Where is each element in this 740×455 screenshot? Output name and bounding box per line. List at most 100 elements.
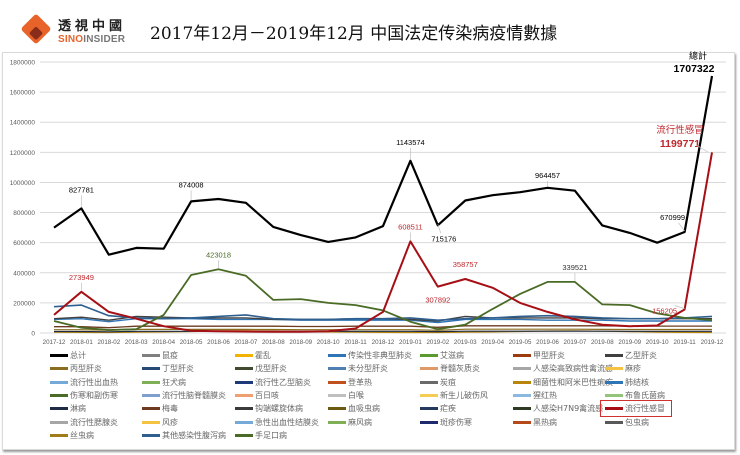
legend-label: 其他感染性腹泻病 [162, 430, 226, 440]
legend-item: 登革热 [328, 376, 372, 389]
legend-label: 麻风病 [348, 417, 372, 427]
legend-item: 斑疹伤寒 [420, 416, 472, 429]
x-axis-ticks: 2017-12 2018-01 2018-02 2018-03 2018-04 2018-… [43, 339, 724, 346]
legend-label: 丝虫病 [70, 430, 94, 440]
legend-label: 血吸虫病 [348, 404, 380, 414]
data-label: 358757 [453, 260, 478, 269]
y-tick-label: 1600000 [10, 90, 36, 97]
legend-label: 白喉 [348, 390, 364, 400]
legend-label: 艾滋病 [440, 351, 464, 360]
legend-swatch-icon [420, 407, 438, 411]
y-tick-label: 0 [31, 331, 35, 338]
legend-label: 登革热 [348, 377, 372, 387]
series-line [54, 328, 712, 331]
legend-swatch-icon [605, 420, 623, 424]
legend-label: 甲型肝炎 [533, 351, 565, 360]
data-label: 273949 [69, 273, 94, 282]
legend-swatch-icon [50, 367, 68, 371]
sinoinsider-logo: 透視中國 SINOINSIDER [20, 13, 132, 49]
legend-swatch-icon [142, 407, 160, 411]
x-tick-label: 2018-04 [152, 339, 175, 346]
x-tick-label: 2018-10 [317, 339, 340, 346]
total-callout-title: 總計 [689, 50, 707, 61]
legend-swatch-icon [513, 420, 531, 424]
legend-label: 斑疹伤寒 [440, 417, 472, 427]
legend-swatch-icon [513, 393, 531, 397]
logo-chinese-text: 透視中國 [58, 19, 127, 34]
legend-swatch-icon [235, 354, 253, 357]
legend-label: 风疹 [162, 417, 178, 427]
legend-label: 麻疹 [625, 364, 641, 374]
legend-item: 脊髓灰质炎 [420, 362, 480, 375]
legend-item: 霍乱 [235, 349, 271, 362]
legend-item: 梅毒 [142, 402, 178, 415]
x-tick-label: 2018-12 [372, 339, 395, 346]
y-tick-label: 1400000 [10, 120, 36, 127]
legend-swatch-icon [50, 433, 68, 437]
series-lines [53, 75, 714, 334]
legend-swatch-icon [235, 367, 253, 371]
legend-item: 丙型肝炎 [50, 362, 102, 375]
legend-item: 血吸虫病 [328, 402, 380, 415]
legend-label: 猩红热 [533, 390, 557, 400]
legend-swatch-icon [420, 393, 438, 397]
data-label: 964457 [535, 171, 560, 180]
y-tick-label: 1000000 [10, 180, 36, 187]
legend-label: 鼠疫 [162, 351, 178, 360]
legend-swatch-icon [605, 354, 623, 357]
legend-item: 狂犬病 [142, 376, 186, 389]
legend-item: 淋病 [50, 402, 86, 415]
legend-label: 肺结核 [625, 377, 649, 387]
series-line [54, 330, 712, 333]
x-tick-label: 2018-06 [207, 339, 230, 346]
legend-item: 布鲁氏菌病 [605, 389, 665, 402]
legend-item: 丝虫病 [50, 429, 94, 442]
legend-label: 传染性非典型肺炎 [348, 351, 412, 360]
legend-label: 流行性感冒 [625, 404, 665, 414]
legend-item: 流行性出血热 [50, 376, 118, 389]
legend-item: 炭疽 [420, 376, 456, 389]
legend-swatch-icon [328, 393, 346, 397]
series-line [53, 152, 713, 333]
legend-swatch-icon [142, 420, 160, 424]
data-label: 715176 [431, 234, 456, 243]
legend-item: 急性出血性结膜炎 [235, 416, 319, 429]
legend-label: 霍乱 [255, 351, 271, 360]
data-label: 608511 [398, 222, 422, 231]
legend-item: 百日咳 [235, 389, 279, 402]
y-tick-label: 800000 [13, 210, 35, 217]
legend-swatch-icon [142, 354, 160, 357]
x-tick-label: 2018-11 [344, 339, 367, 346]
data-label: 423018 [206, 250, 231, 259]
legend-item: 猩红热 [513, 389, 557, 402]
legend-swatch-icon [50, 420, 68, 424]
total-callout-value: 1707322 [674, 63, 715, 75]
legend-swatch-icon [142, 393, 160, 397]
data-labels: 827781 874008 1143574 715176 964457 670999 273… [69, 50, 715, 315]
legend-label: 总计 [70, 351, 86, 360]
legend-item: 总计 [50, 349, 86, 362]
x-tick-label: 2019-10 [646, 339, 669, 346]
x-tick-label: 2019-06 [536, 339, 559, 346]
data-label: 156205 [652, 306, 677, 315]
y-tick-label: 200000 [13, 300, 35, 307]
legend-label: 百日咳 [255, 390, 279, 400]
x-tick-label: 2019-09 [618, 339, 641, 346]
legend-item: 包虫病 [605, 416, 649, 429]
y-tick-label: 400000 [13, 270, 35, 277]
legend-label: 布鲁氏菌病 [625, 390, 665, 400]
flu-callout-title: 流行性感冒 [656, 124, 704, 136]
x-tick-label: 2019-01 [399, 339, 422, 346]
legend-swatch-icon [328, 354, 346, 357]
legend-swatch-icon [420, 367, 438, 371]
x-tick-label: 2019-04 [481, 339, 504, 346]
legend-swatch-icon [50, 393, 68, 397]
page-title: 2017年12月－2019年12月 中国法定传染病疫情數據 [150, 24, 558, 44]
legend-item: 白喉 [328, 389, 364, 402]
data-label: 307892 [425, 296, 450, 305]
legend-item: 麻风病 [328, 416, 372, 429]
legend-swatch-icon [605, 393, 623, 397]
legend-label: 人感染高致病性禽流感 [533, 364, 613, 374]
legend-item: 戊型肝炎 [235, 362, 287, 375]
